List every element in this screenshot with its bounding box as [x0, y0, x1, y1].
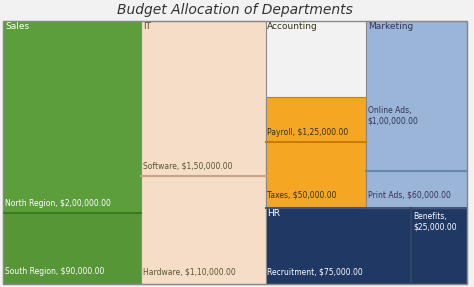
- Bar: [265, 208, 467, 284]
- Bar: [3, 213, 141, 284]
- Title: Budget Allocation of Departments: Budget Allocation of Departments: [117, 3, 353, 17]
- Text: Sales: Sales: [5, 22, 29, 31]
- Text: Software, $1,50,000.00: Software, $1,50,000.00: [143, 162, 232, 171]
- Text: Online Ads,
$1,00,000.00: Online Ads, $1,00,000.00: [368, 106, 419, 125]
- Text: Accounting: Accounting: [267, 22, 318, 31]
- Text: HR: HR: [267, 210, 280, 218]
- Text: Marketing: Marketing: [368, 22, 413, 31]
- Text: Taxes, $50,000.00: Taxes, $50,000.00: [267, 191, 337, 200]
- Text: Print Ads, $60,000.00: Print Ads, $60,000.00: [368, 191, 450, 200]
- Text: IT: IT: [143, 22, 151, 31]
- Bar: [366, 21, 467, 171]
- Text: Benefits,
$25,000.00: Benefits, $25,000.00: [413, 212, 457, 231]
- Bar: [3, 21, 141, 213]
- Bar: [265, 97, 366, 208]
- Text: South Region, $90,000.00: South Region, $90,000.00: [5, 267, 104, 276]
- Text: Payroll, $1,25,000.00: Payroll, $1,25,000.00: [267, 128, 348, 137]
- Bar: [141, 21, 265, 176]
- Text: North Region, $2,00,000.00: North Region, $2,00,000.00: [5, 199, 111, 208]
- Bar: [141, 176, 265, 284]
- Text: Recruitment, $75,000.00: Recruitment, $75,000.00: [267, 267, 363, 276]
- Bar: [366, 171, 467, 208]
- Text: Hardware, $1,10,000.00: Hardware, $1,10,000.00: [143, 267, 236, 276]
